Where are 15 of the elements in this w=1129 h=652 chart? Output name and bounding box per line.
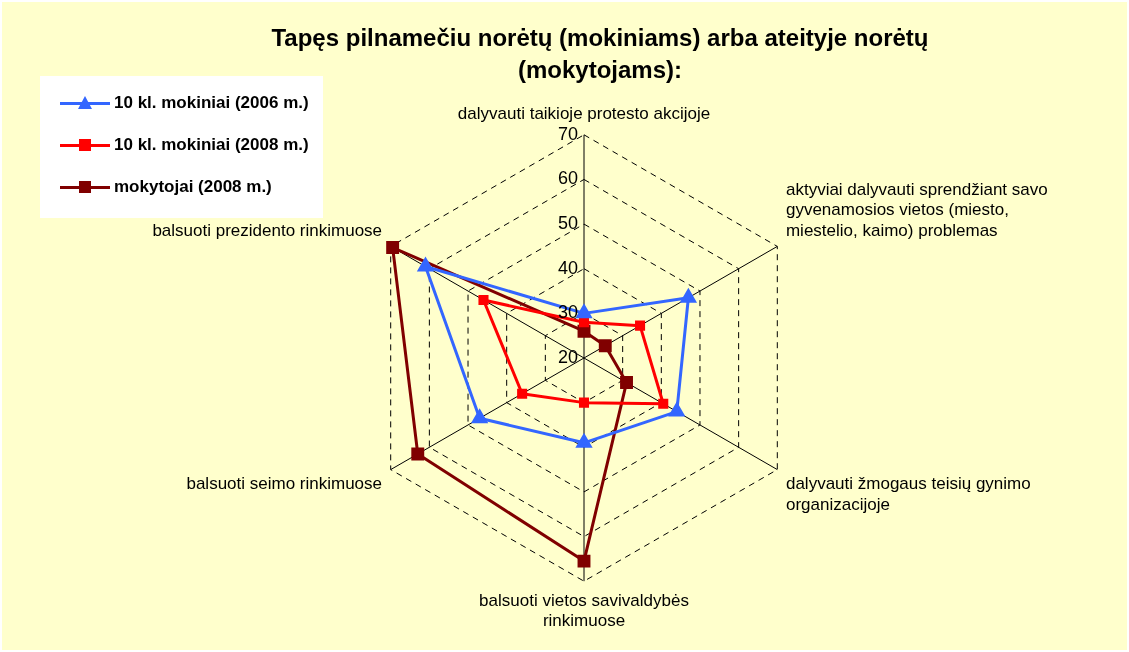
legend-label: mokytojai (2008 m.)	[114, 177, 272, 197]
chart-title: Tapęs pilnamečiu norėtų (mokiniams) arba ateityje norėtų (mokytojams):	[270, 23, 930, 85]
y-tick-label: 70	[557, 123, 578, 144]
legend-label: 10 kl. mokiniai (2006 m.)	[114, 93, 309, 113]
y-tick-label: 40	[557, 257, 578, 278]
spoke-label: balsuoti vietos savivaldybės rinkimuose	[479, 591, 689, 631]
y-tick-label: 50	[557, 213, 578, 234]
spoke-label: aktyviai dalyvauti sprendžiant savo gyvenamosios vietos (miesto, miestelio, kaimo) problemas	[785, 180, 1048, 240]
spoke-label: balsuoti seimo rinkimuose	[186, 474, 383, 494]
legend-label: 10 kl. mokiniai (2008 m.)	[114, 135, 309, 155]
y-tick-label: 60	[557, 168, 578, 189]
y-tick-label: 20	[557, 346, 578, 367]
spoke-label: dalyvauti taikioje protesto akcijoje	[457, 104, 711, 124]
spoke-label: balsuoti prezidento rinkimuose	[152, 220, 383, 240]
spoke-label: dalyvauti žmogaus teisių gynimo organizacijoje	[785, 474, 1031, 514]
